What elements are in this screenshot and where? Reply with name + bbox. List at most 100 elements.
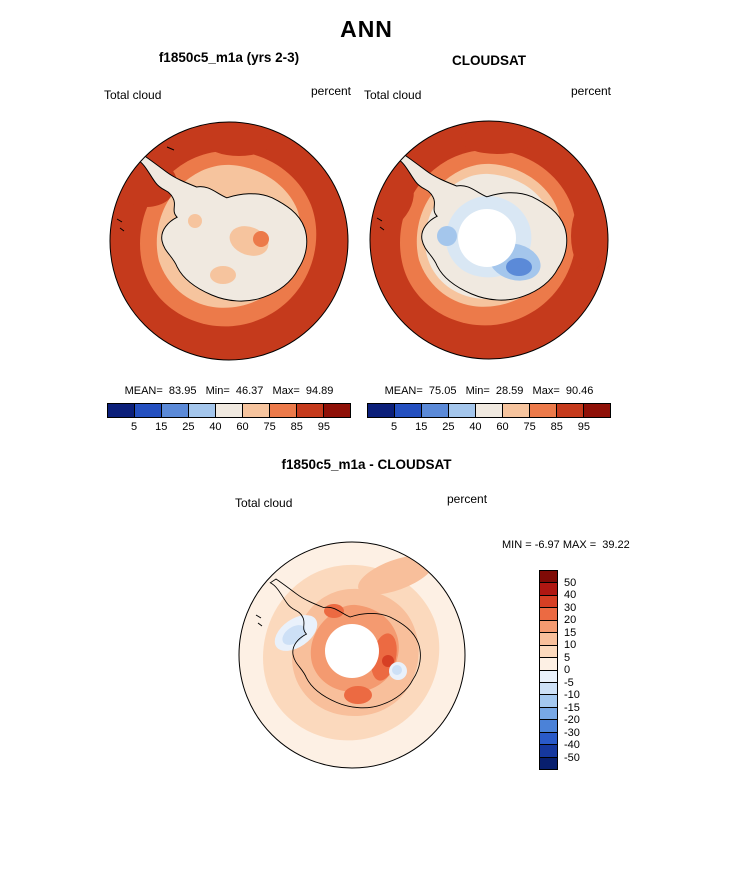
diff-band-20-30: [344, 686, 372, 704]
colorbar-segment: [530, 404, 557, 417]
colorbar-segment: [422, 404, 449, 417]
colorbar-segment: [540, 583, 557, 596]
colorbar-tick-label: 10: [564, 639, 577, 651]
colorbar-segment: [449, 404, 476, 417]
diff-band-30-40: [382, 655, 394, 667]
colorbar-tick-label: 95: [577, 421, 590, 433]
colorbar-tick-label: -15: [564, 701, 580, 714]
colorbar-segment: [189, 404, 216, 417]
colorbar-segment: [368, 404, 395, 417]
contour-patch: [372, 181, 414, 231]
obs-field-label: Total cloud: [364, 88, 422, 102]
diff-field-label: Total cloud: [235, 496, 293, 510]
model-colorbar: [107, 403, 351, 418]
colorbar-tick-label: 20: [564, 614, 577, 626]
colorbar-segment: [540, 620, 557, 634]
colorbar-tick-label: 85: [290, 421, 303, 433]
colorbar-tick-label: 50: [564, 576, 577, 589]
model-field-label: Total cloud: [104, 88, 162, 102]
contour-patch: [207, 130, 271, 156]
colorbar-segment: [324, 404, 350, 417]
colorbar-tick-label: 40: [564, 589, 577, 601]
diff-band-10-15: [358, 555, 434, 595]
model-units-label: percent: [310, 84, 351, 98]
colorbar-segment: [540, 595, 557, 609]
map-boundary: [238, 541, 466, 769]
colorbar-segment: [540, 757, 557, 769]
colorbar-tick-label: -5: [564, 676, 574, 689]
colorbar-tick-label: -50: [564, 751, 580, 764]
obs-panel-title: CLOUDSAT: [452, 53, 526, 68]
diff-colorbar: [539, 570, 558, 770]
obs-colorbar-ticks: 5 15 25 40 60 75 85 95: [367, 421, 611, 435]
no-data-hole: [325, 624, 379, 678]
colorbar-segment: [540, 695, 557, 708]
season-title: ANN: [340, 16, 393, 42]
model-map: [109, 121, 349, 361]
colorbar-segment: [540, 658, 557, 671]
colorbar-segment: [540, 633, 557, 646]
colorbar-segment: [540, 571, 557, 584]
colorbar-segment: [162, 404, 189, 417]
contour-patch: [571, 200, 607, 272]
contour-patch: [461, 126, 533, 154]
colorbar-tick-label: 60: [236, 421, 249, 433]
colorbar-tick-label: -10: [564, 689, 580, 701]
colorbar-segment: [108, 404, 135, 417]
colorbar-segment: [540, 745, 557, 758]
colorbar-tick-label: -30: [564, 726, 580, 739]
map-boundary: [369, 120, 609, 360]
colorbar-tick-label: 15: [415, 421, 428, 433]
colorbar-tick-label: 25: [182, 421, 195, 433]
colorbar-tick-label: 60: [496, 421, 509, 433]
colorbar-segment: [540, 645, 557, 659]
colorbar-tick-label: 40: [469, 421, 482, 433]
colorbar-segment: [584, 404, 610, 417]
colorbar-tick-label: 5: [391, 421, 398, 433]
contour-patch: [253, 231, 269, 247]
colorbar-segment: [540, 608, 557, 621]
diff-panel-title: f1850c5_m1a - CLOUDSAT: [281, 457, 452, 472]
colorbar-segment: [540, 707, 557, 721]
obs-map: [369, 120, 609, 360]
no-data-hole: [458, 209, 516, 267]
diff-neg-patch: [392, 665, 402, 675]
colorbar-tick-label: 5: [131, 421, 138, 433]
colorbar-segment: [540, 720, 557, 733]
colorbar-tick-label: 0: [564, 664, 571, 676]
colorbar-segment: [540, 682, 557, 696]
obs-units-label: percent: [570, 84, 611, 98]
contour-patch: [188, 214, 202, 228]
island-marks: [255, 614, 263, 627]
colorbar-tick-label: 25: [442, 421, 455, 433]
model-stats: MEAN= 83.95 Min= 46.37 Max= 94.89: [124, 385, 334, 397]
colorbar-tick-label: 40: [209, 421, 222, 433]
colorbar-tick-label: 5: [564, 651, 571, 664]
diff-units-label: percent: [447, 492, 488, 506]
colorbar-tick-label: -40: [564, 739, 580, 751]
model-panel-title: f1850c5_m1a (yrs 2-3): [158, 50, 300, 65]
colorbar-tick-label: 95: [317, 421, 330, 433]
colorbar-segment: [540, 732, 557, 746]
obs-colorbar: [367, 403, 611, 418]
colorbar-segment: [243, 404, 270, 417]
diff-neg-patch: [282, 625, 306, 645]
blue-patch: [437, 226, 457, 246]
contour-patch: [210, 266, 236, 284]
island-marks: [116, 146, 175, 232]
obs-stats: MEAN= 75.05 Min= 28.59 Max= 90.46: [384, 385, 594, 397]
colorbar-segment: [557, 404, 584, 417]
diff-colorbar-ticks: 50 40 30 20 15 10 5 0 -5 -10 -15 -20 -30 -40 -50: [564, 570, 598, 770]
diff-map: [238, 541, 466, 769]
diff-band-20-30: [324, 604, 344, 618]
colorbar-segment: [135, 404, 162, 417]
colorbar-tick-label: 30: [564, 601, 577, 614]
colorbar-segment: [270, 404, 297, 417]
colorbar-segment: [395, 404, 422, 417]
colorbar-segment: [503, 404, 530, 417]
island-marks: [376, 217, 385, 231]
colorbar-segment: [540, 670, 557, 683]
colorbar-tick-label: 85: [550, 421, 563, 433]
blue-patch: [506, 258, 532, 276]
